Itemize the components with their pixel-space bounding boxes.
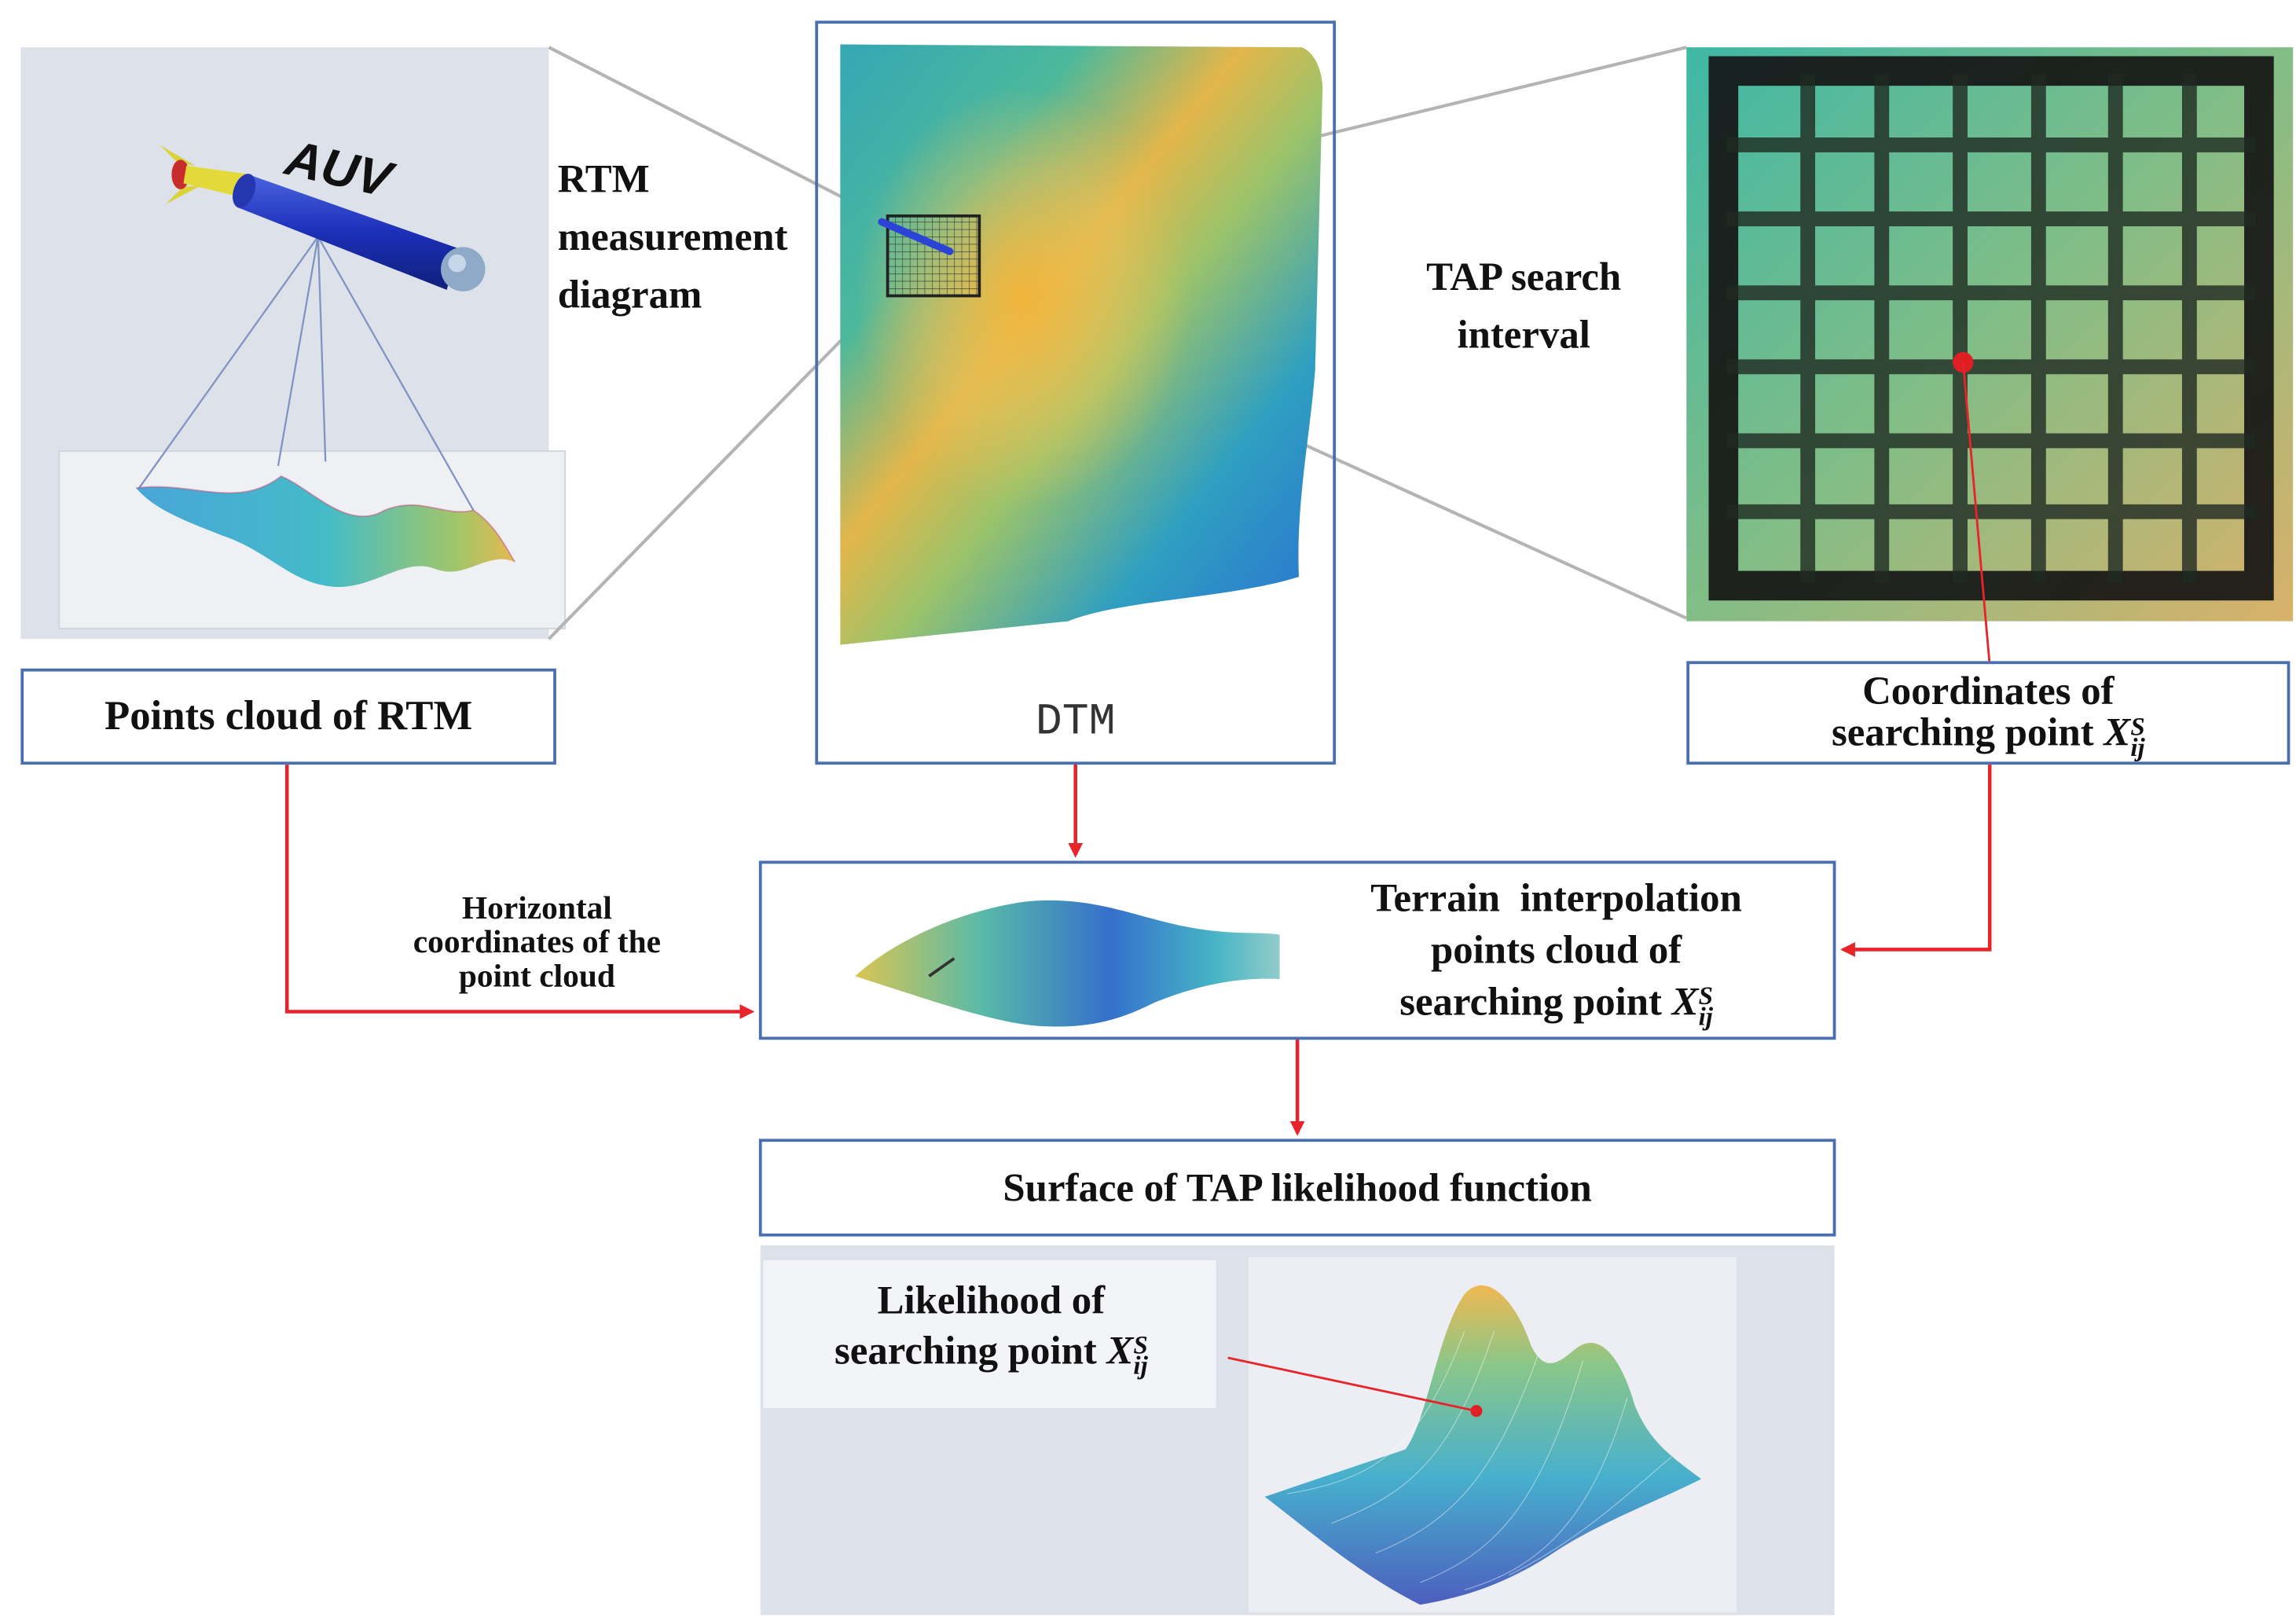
terrain-interpolation-label: Terrain interpolation points cloud of se… — [1294, 873, 1817, 1029]
coordinates-line2: searching point — [1831, 710, 2094, 754]
auv-vehicle-icon — [160, 145, 486, 292]
rtm-point-cloud — [136, 476, 515, 588]
likelihood-label-bg — [763, 1260, 1216, 1408]
dtm-auv-track — [878, 218, 954, 255]
likelihood-surface — [1264, 1285, 1702, 1605]
surface-tap-label: Surface of TAP likelihood function — [1003, 1165, 1592, 1210]
sonar-beams — [138, 236, 475, 511]
terrain-line2: points cloud of — [1430, 927, 1682, 972]
horizontal-coords-label: Horizontal coordinates of the point clou… — [413, 889, 662, 994]
rtm-measurement-label: RTM measurement diagram — [557, 156, 788, 317]
likelihood-line2: searching point — [834, 1328, 1097, 1373]
coordinates-line1: Coordinates of — [1862, 668, 2114, 713]
points-cloud-rtm-label: Points cloud of RTM — [104, 693, 473, 740]
searching-point-leader — [1961, 362, 1991, 666]
likelihood-point-marker — [1470, 1405, 1483, 1417]
terrain-line1: Terrain interpolation — [1370, 875, 1742, 920]
terrain-line3: searching point — [1399, 979, 1662, 1024]
tap-grid-lines — [1726, 74, 2257, 583]
terrain-interpolation-thumbnail — [855, 900, 1280, 1027]
flow-arrows — [284, 763, 1992, 1136]
dtm-box: DTM — [815, 20, 1337, 765]
dtm-label: DTM — [1035, 698, 1116, 749]
likelihood-leader — [1227, 1356, 1477, 1413]
terrain-interpolation-box: Terrain interpolation points cloud of se… — [758, 860, 1836, 1040]
surface-tap-box: Surface of TAP likelihood function — [758, 1139, 1836, 1237]
points-cloud-rtm-box: Points cloud of RTM — [20, 668, 556, 765]
tap-search-label: TAP search interval — [1426, 254, 1622, 357]
tap-search-grid — [1686, 47, 2294, 622]
likelihood-line1: Likelihood of — [877, 1278, 1106, 1322]
